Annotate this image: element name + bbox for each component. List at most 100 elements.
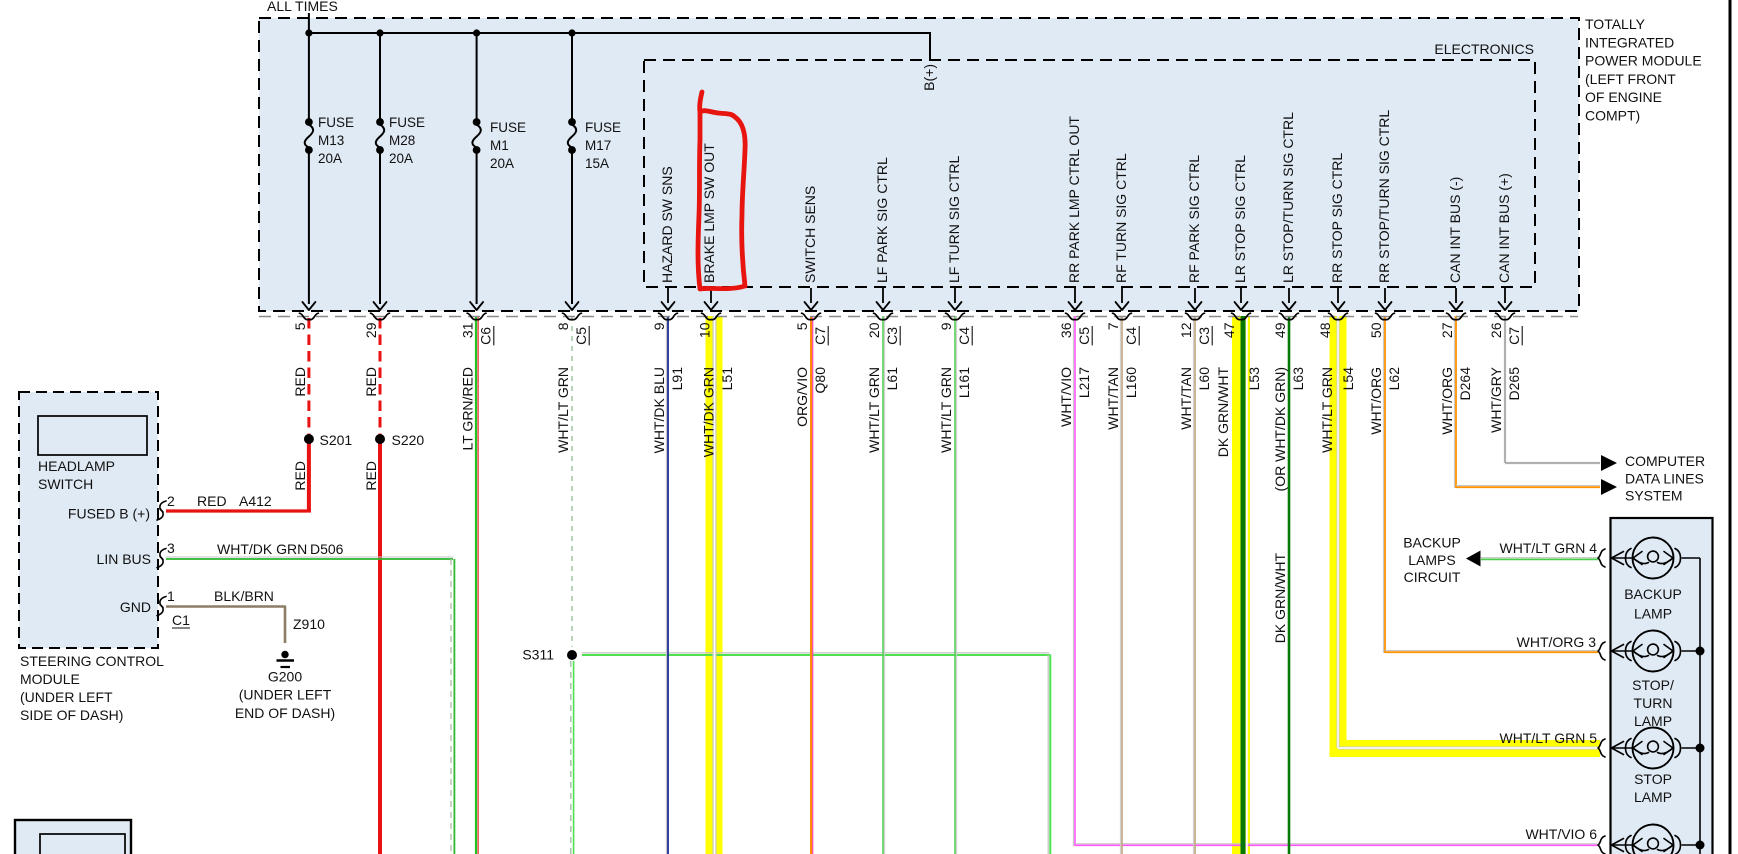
svg-text:20A: 20A bbox=[318, 151, 342, 166]
svg-text:47: 47 bbox=[1221, 322, 1237, 338]
svg-text:LAMP: LAMP bbox=[1634, 713, 1672, 729]
svg-text:LAMP: LAMP bbox=[1634, 605, 1672, 621]
svg-text:50: 50 bbox=[1368, 322, 1384, 338]
svg-text:BACKUP: BACKUP bbox=[1624, 586, 1682, 602]
svg-text:STOP/: STOP/ bbox=[1632, 677, 1674, 693]
svg-text:LF TURN SIG CTRL: LF TURN SIG CTRL bbox=[946, 155, 962, 283]
svg-text:GND: GND bbox=[120, 599, 151, 615]
svg-text:L54: L54 bbox=[1340, 367, 1356, 391]
svg-text:FUSED B (+): FUSED B (+) bbox=[68, 506, 150, 522]
svg-text:RED: RED bbox=[292, 367, 308, 397]
svg-text:FUSE: FUSE bbox=[389, 115, 425, 130]
svg-text:L51: L51 bbox=[719, 367, 735, 391]
svg-text:C1: C1 bbox=[172, 612, 190, 628]
svg-text:WHT/TAN: WHT/TAN bbox=[1105, 367, 1121, 430]
svg-text:15A: 15A bbox=[585, 156, 609, 171]
svg-text:LF PARK SIG CTRL: LF PARK SIG CTRL bbox=[874, 157, 890, 283]
svg-text:RF TURN SIG CTRL: RF TURN SIG CTRL bbox=[1113, 153, 1129, 283]
svg-text:DK GRN/WHT: DK GRN/WHT bbox=[1272, 553, 1288, 644]
svg-text:20A: 20A bbox=[389, 151, 413, 166]
svg-text:8: 8 bbox=[555, 322, 571, 330]
svg-text:L160: L160 bbox=[1123, 367, 1139, 398]
svg-text:S311: S311 bbox=[522, 647, 554, 663]
svg-text:M13: M13 bbox=[318, 133, 344, 148]
svg-text:(LEFT FRONT: (LEFT FRONT bbox=[1585, 71, 1676, 87]
svg-text:HEADLAMP: HEADLAMP bbox=[38, 458, 115, 474]
svg-text:INTEGRATED: INTEGRATED bbox=[1585, 34, 1674, 50]
svg-text:D265: D265 bbox=[1506, 367, 1522, 401]
svg-text:7: 7 bbox=[1105, 322, 1121, 330]
svg-text:5: 5 bbox=[794, 322, 810, 330]
svg-text:CAN INT BUS (+): CAN INT BUS (+) bbox=[1496, 173, 1512, 283]
svg-text:WHT/ORG: WHT/ORG bbox=[1439, 367, 1455, 435]
svg-text:M1: M1 bbox=[490, 138, 509, 153]
svg-text:L60: L60 bbox=[1196, 367, 1212, 391]
svg-text:(UNDER LEFT: (UNDER LEFT bbox=[239, 687, 332, 703]
svg-text:WHT/LT GRN: WHT/LT GRN bbox=[1319, 367, 1335, 453]
svg-text:26: 26 bbox=[1488, 322, 1504, 338]
svg-text:BRAKE LMP SW OUT: BRAKE LMP SW OUT bbox=[701, 143, 717, 283]
svg-text:WHT/LT GRN: WHT/LT GRN bbox=[938, 367, 954, 453]
svg-text:LAMP: LAMP bbox=[1634, 789, 1672, 805]
svg-text:ELECTRONICS: ELECTRONICS bbox=[1434, 41, 1534, 57]
svg-text:36: 36 bbox=[1058, 322, 1074, 338]
svg-text:D506: D506 bbox=[310, 541, 344, 557]
svg-text:LR STOP SIG CTRL: LR STOP SIG CTRL bbox=[1232, 155, 1248, 283]
svg-text:10: 10 bbox=[697, 322, 713, 338]
svg-text:LR STOP/TURN SIG CTRL: LR STOP/TURN SIG CTRL bbox=[1280, 112, 1296, 283]
svg-text:WHT/LT GRN 5: WHT/LT GRN 5 bbox=[1500, 730, 1598, 746]
svg-text:POWER MODULE: POWER MODULE bbox=[1585, 53, 1702, 69]
svg-text:C6: C6 bbox=[478, 327, 494, 345]
svg-text:C3: C3 bbox=[1196, 327, 1212, 345]
svg-text:(OR WHT/DK GRN): (OR WHT/DK GRN) bbox=[1272, 367, 1288, 491]
svg-text:L217: L217 bbox=[1076, 367, 1092, 398]
svg-text:RR STOP SIG CTRL: RR STOP SIG CTRL bbox=[1329, 153, 1345, 283]
svg-text:OF ENGINE: OF ENGINE bbox=[1585, 89, 1662, 105]
svg-text:RR STOP/TURN SIG CTRL: RR STOP/TURN SIG CTRL bbox=[1376, 110, 1392, 283]
svg-text:WHT/VIO 6: WHT/VIO 6 bbox=[1525, 826, 1597, 842]
svg-text:WHT/LT GRN: WHT/LT GRN bbox=[866, 367, 882, 453]
svg-text:5: 5 bbox=[292, 322, 308, 330]
svg-text:B(+): B(+) bbox=[921, 64, 937, 91]
svg-text:C7: C7 bbox=[1506, 327, 1522, 345]
svg-text:DK GRN/WHT: DK GRN/WHT bbox=[1215, 367, 1231, 458]
svg-text:L62: L62 bbox=[1386, 367, 1402, 391]
svg-text:SIDE OF DASH): SIDE OF DASH) bbox=[20, 707, 123, 723]
svg-text:49: 49 bbox=[1272, 322, 1288, 338]
svg-text:3: 3 bbox=[167, 540, 175, 556]
svg-text:WHT/DK BLU: WHT/DK BLU bbox=[651, 367, 667, 453]
svg-text:L161: L161 bbox=[956, 367, 972, 398]
svg-text:COMPUTER: COMPUTER bbox=[1625, 453, 1705, 469]
svg-text:LIN BUS: LIN BUS bbox=[97, 551, 151, 567]
svg-text:L91: L91 bbox=[669, 367, 685, 391]
svg-text:BACKUP: BACKUP bbox=[1403, 535, 1461, 551]
svg-text:2: 2 bbox=[167, 493, 175, 509]
svg-text:29: 29 bbox=[363, 322, 379, 338]
svg-text:MODULE: MODULE bbox=[20, 671, 80, 687]
svg-text:TURN: TURN bbox=[1634, 695, 1673, 711]
svg-text:M17: M17 bbox=[585, 138, 611, 153]
svg-text:FUSE: FUSE bbox=[318, 115, 354, 130]
svg-text:SWITCH: SWITCH bbox=[38, 476, 93, 492]
svg-text:WHT/VIO: WHT/VIO bbox=[1058, 367, 1074, 427]
svg-text:A412: A412 bbox=[239, 493, 272, 509]
svg-text:(UNDER LEFT: (UNDER LEFT bbox=[20, 689, 113, 705]
svg-text:C4: C4 bbox=[956, 327, 972, 345]
svg-text:RED: RED bbox=[197, 493, 227, 509]
svg-text:SYSTEM: SYSTEM bbox=[1625, 488, 1683, 504]
svg-text:SWITCH SENS: SWITCH SENS bbox=[802, 186, 818, 283]
svg-text:LT GRN/RED: LT GRN/RED bbox=[460, 367, 476, 451]
svg-text:HAZARD SW SNS: HAZARD SW SNS bbox=[659, 166, 675, 283]
svg-text:WHT/LT GRN: WHT/LT GRN bbox=[555, 367, 571, 453]
svg-text:DATA LINES: DATA LINES bbox=[1625, 470, 1704, 486]
svg-text:FUSE: FUSE bbox=[585, 120, 621, 135]
svg-text:M28: M28 bbox=[389, 133, 415, 148]
svg-text:31: 31 bbox=[460, 322, 476, 338]
svg-text:COMPT): COMPT) bbox=[1585, 108, 1640, 124]
svg-text:STOP: STOP bbox=[1634, 771, 1672, 787]
svg-text:L53: L53 bbox=[1246, 367, 1262, 391]
svg-text:C7: C7 bbox=[812, 327, 828, 345]
svg-text:L63: L63 bbox=[1290, 367, 1306, 391]
svg-text:WHT/LT GRN 4: WHT/LT GRN 4 bbox=[1500, 540, 1598, 556]
svg-text:END OF DASH): END OF DASH) bbox=[235, 705, 335, 721]
